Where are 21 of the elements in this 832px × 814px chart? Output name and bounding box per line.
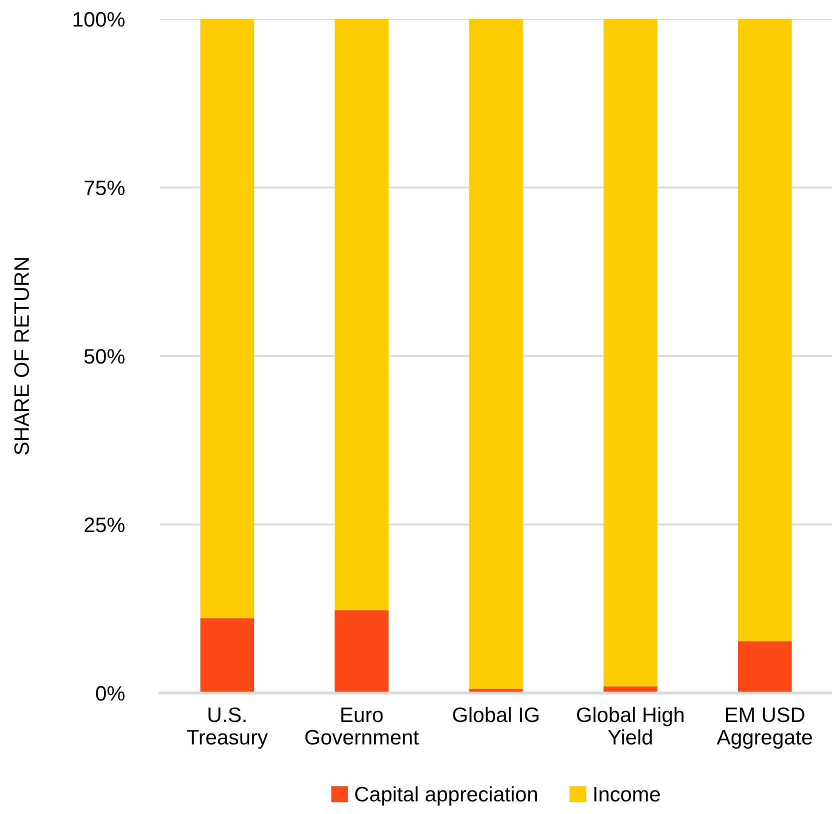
y-tick-label: 50% xyxy=(84,349,125,364)
x-tick-label: U.S. Treasury xyxy=(186,707,268,749)
bar xyxy=(200,618,254,693)
y-axis-title: SHARE OF RETURN xyxy=(14,258,29,455)
legend-label: Income xyxy=(594,787,660,802)
bar xyxy=(334,610,388,693)
x-tick-label: EM USD Aggregate xyxy=(716,707,812,749)
y-tick-label: 25% xyxy=(84,518,125,532)
x-tick-label: Global High Yield xyxy=(577,706,684,745)
legend-label: Capital appreciation xyxy=(355,786,537,806)
bar xyxy=(738,641,792,693)
bar xyxy=(334,19,388,610)
y-tick-label: 0% xyxy=(96,686,125,701)
bar xyxy=(604,19,658,686)
bar xyxy=(200,19,254,618)
x-tick-label: Global IG xyxy=(453,706,538,722)
y-tick-label: 75% xyxy=(84,180,125,196)
bar xyxy=(469,19,523,689)
y-tick-label: 100% xyxy=(74,12,125,27)
bar xyxy=(738,19,792,642)
x-tick-label: Euro Government xyxy=(305,708,419,745)
